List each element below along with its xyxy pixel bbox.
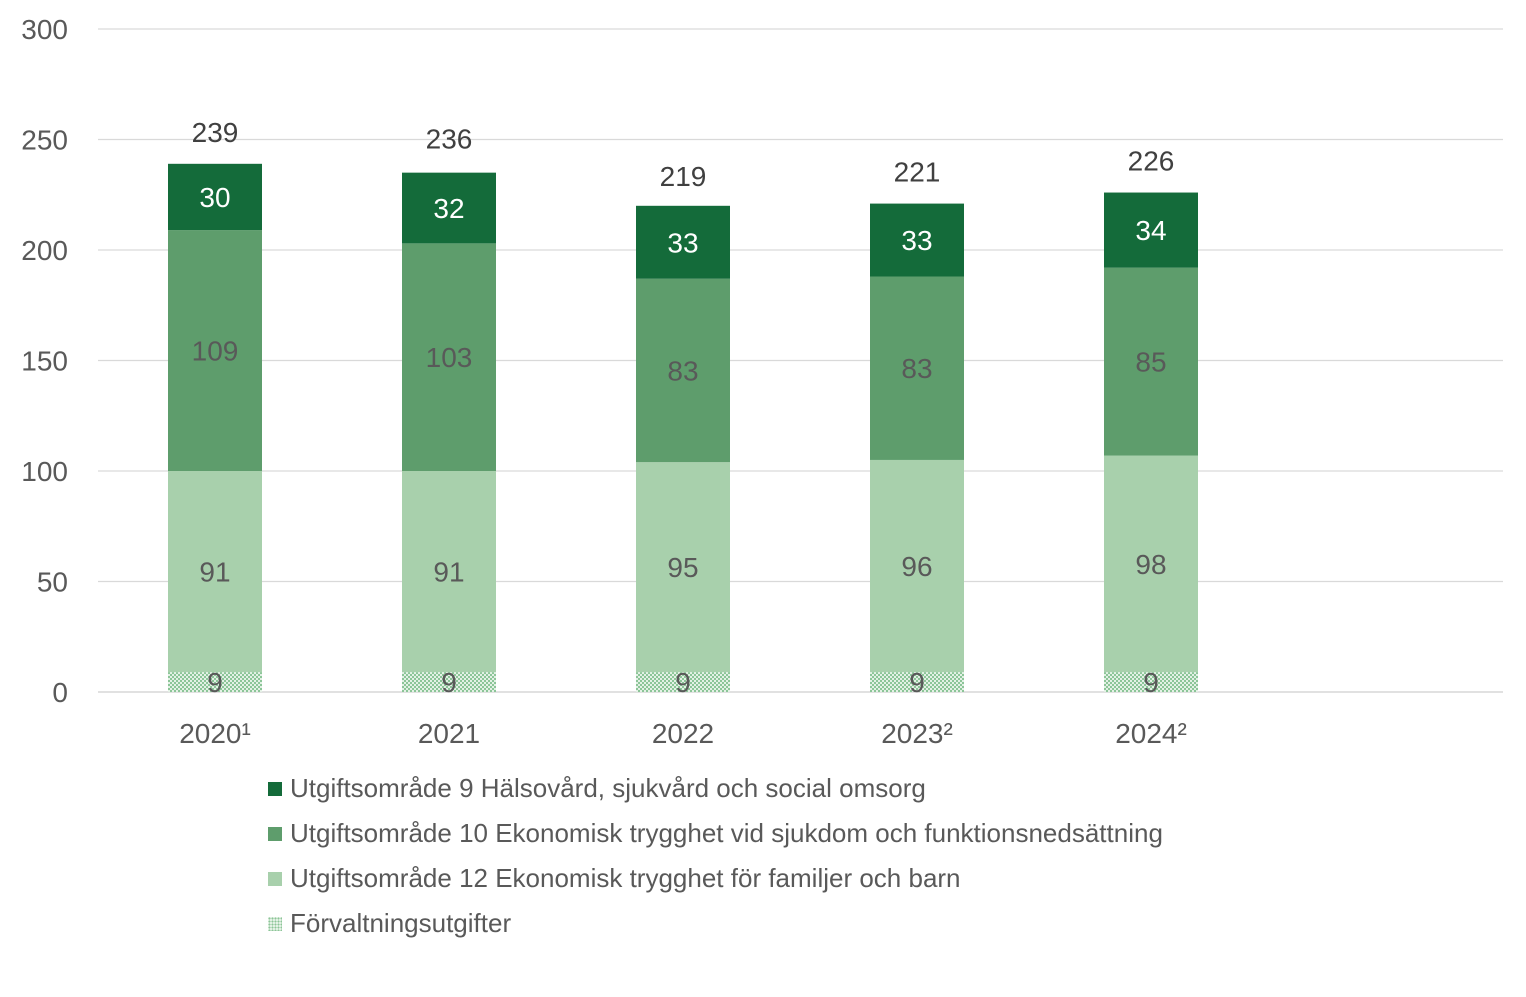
bar-segment <box>402 243 496 471</box>
bar-value-label: 95 <box>667 552 698 583</box>
legend-item-forvaltning: Förvaltningsutgifter <box>268 901 1163 946</box>
bar-total-label: 226 <box>1128 146 1175 177</box>
bar-value-label: 83 <box>667 355 698 386</box>
bar-value-label: 91 <box>199 557 230 588</box>
legend: Utgiftsområde 9 Hälsovård, sjukvård och … <box>268 766 1163 946</box>
bar-value-label: 85 <box>1135 347 1166 378</box>
bar-value-label: 109 <box>192 336 239 367</box>
bar-value-label: 98 <box>1135 549 1166 580</box>
bar-value-label: 30 <box>199 182 230 213</box>
y-axis-ticks: 0 50 100 150 200 250 300 <box>21 14 68 708</box>
y-tick-label: 300 <box>21 14 68 45</box>
bar-segment <box>870 459 964 673</box>
bar-value-label: 103 <box>426 342 473 373</box>
bar-total-label: 219 <box>660 161 707 192</box>
bar-segment <box>168 163 262 231</box>
bar-value-label: 96 <box>901 551 932 582</box>
bar-value-label: 9 <box>675 667 691 698</box>
y-tick-label: 250 <box>21 125 68 156</box>
stacked-bar-chart: 0 50 100 150 200 250 300 9 91 109 30 239 9 91 103 32 23… <box>21 14 1503 749</box>
bar-segment <box>402 471 496 673</box>
bar-segment <box>870 276 964 460</box>
bar-segment <box>636 462 730 673</box>
legend-item-uo9: Utgiftsområde 9 Hälsovård, sjukvård och … <box>268 766 1163 811</box>
bar-value-label: 32 <box>433 193 464 224</box>
bar-segment <box>636 278 730 463</box>
legend-label-uo9: Utgiftsområde 9 Hälsovård, sjukvård och … <box>290 773 926 803</box>
bar-total-label: 221 <box>894 157 941 188</box>
legend-swatch-uo9 <box>268 781 282 796</box>
bar-value-label: 34 <box>1135 215 1166 246</box>
bar-value-label: 9 <box>207 667 223 698</box>
x-tick-label: 2021 <box>418 718 480 749</box>
bar-total-label: 236 <box>426 123 473 154</box>
bar-segment <box>870 672 964 692</box>
bar-value-label: 33 <box>667 227 698 258</box>
legend-swatch-forvaltning <box>268 916 282 931</box>
bar-segment <box>1104 192 1198 268</box>
legend-item-uo10: Utgiftsområde 10 Ekonomisk trygghet vid … <box>268 811 1163 856</box>
y-tick-label: 0 <box>52 677 68 708</box>
x-tick-label: 2024² <box>1115 718 1187 749</box>
bars: 9 91 109 30 239 9 91 103 32 236 9 95 83 33 219 9 96 83 33 2… <box>168 117 1198 698</box>
bar-total-label: 239 <box>192 117 239 148</box>
y-tick-label: 50 <box>37 567 68 598</box>
y-tick-label: 200 <box>21 235 68 266</box>
x-tick-label: 2020¹ <box>179 718 251 749</box>
legend-label-uo12: Utgiftsområde 12 Ekonomisk trygghet för … <box>290 863 961 893</box>
legend-label-forvaltning: Förvaltningsutgifter <box>290 908 512 938</box>
y-tick-label: 150 <box>21 346 68 377</box>
legend-item-uo12: Utgiftsområde 12 Ekonomisk trygghet för … <box>268 856 1163 901</box>
bar-segment <box>870 203 964 277</box>
x-tick-label: 2022 <box>652 718 714 749</box>
bar-segment <box>168 471 262 673</box>
legend-label-uo10: Utgiftsområde 10 Ekonomisk trygghet vid … <box>290 818 1163 848</box>
bar-value-label: 9 <box>909 667 925 698</box>
bar-segment <box>168 672 262 692</box>
bar-segment <box>1104 267 1198 456</box>
legend-swatch-uo10 <box>268 826 282 841</box>
y-tick-label: 100 <box>21 456 68 487</box>
bar-segment <box>1104 672 1198 692</box>
bar-segment <box>636 205 730 279</box>
bar-value-label: 33 <box>901 225 932 256</box>
bar-value-label: 9 <box>441 667 457 698</box>
gridlines <box>98 28 1503 693</box>
bar-segment <box>636 672 730 692</box>
bar-segment <box>1104 455 1198 673</box>
bar-segment <box>402 672 496 692</box>
x-tick-label: 2023² <box>881 718 953 749</box>
x-axis-ticks: 2020¹ 2021 2022 2023² 2024² <box>179 718 1187 749</box>
bar-segment <box>168 230 262 471</box>
bar-segment <box>402 172 496 244</box>
bar-value-label: 9 <box>1143 667 1159 698</box>
bar-value-label: 83 <box>901 353 932 384</box>
legend-swatch-uo12 <box>268 871 282 886</box>
bar-value-label: 91 <box>433 557 464 588</box>
